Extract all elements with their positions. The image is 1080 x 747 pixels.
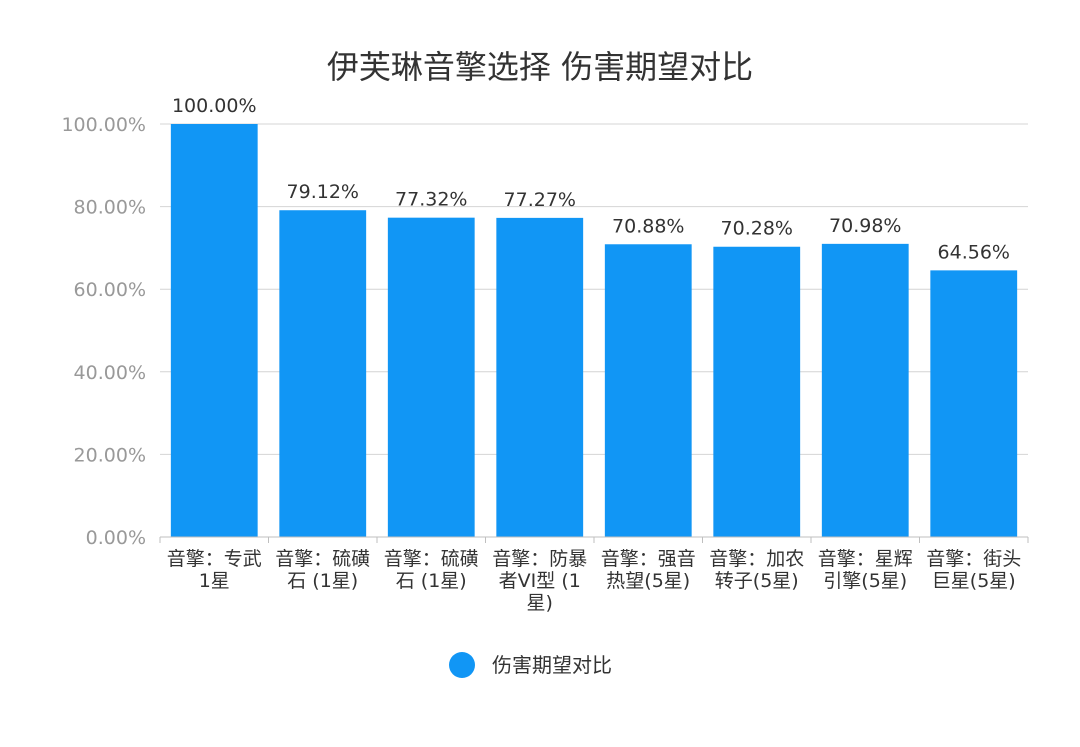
- x-category-label: 转子(5星): [715, 570, 799, 592]
- chart-title: 伊芙琳音擎选择 伤害期望对比: [327, 48, 753, 86]
- bar-value-label: 64.56%: [938, 241, 1010, 263]
- bar[interactable]: [496, 217, 584, 538]
- bar-value-label: 79.12%: [287, 181, 359, 203]
- y-axis: 0.00% 20.00% 40.00% 60.00% 80.00% 100.00%: [61, 114, 146, 549]
- y-tick-label: 100.00%: [61, 114, 146, 136]
- x-category-label: 石 (1星): [396, 570, 467, 592]
- bar-value-label: 70.88%: [612, 215, 684, 237]
- legend-marker[interactable]: [449, 652, 475, 678]
- legend[interactable]: 伤害期望对比: [449, 652, 612, 678]
- x-category-label: 者VI型 (1: [499, 570, 581, 592]
- bar[interactable]: [279, 210, 367, 537]
- bar[interactable]: [387, 217, 475, 537]
- x-category-label: 音擎：防暴: [492, 548, 587, 570]
- x-category-label: 音擎：街头: [926, 548, 1021, 570]
- bar[interactable]: [604, 244, 692, 537]
- x-category-label: 石 (1星): [287, 570, 358, 592]
- bar[interactable]: [930, 270, 1018, 537]
- legend-label[interactable]: 伤害期望对比: [492, 653, 612, 677]
- bars: 100.00% 79.12% 77.32% 77.27% 70.88% 70.28% 70.…: [170, 95, 1018, 538]
- bar[interactable]: [821, 243, 909, 537]
- y-tick-label: 0.00%: [86, 527, 146, 549]
- y-tick-label: 20.00%: [74, 444, 146, 466]
- bar-value-label: 70.98%: [829, 215, 901, 237]
- x-category-label: 巨星(5星): [932, 570, 1016, 592]
- x-category-label: 音擎：强音: [601, 548, 696, 570]
- y-tick-label: 60.00%: [74, 279, 146, 301]
- x-category-label: 音擎：硫磺: [384, 548, 479, 570]
- bar-value-label: 77.32%: [395, 189, 467, 211]
- x-category-label: 音擎：硫磺: [275, 548, 370, 570]
- x-category-label: 引擎(5星): [823, 570, 907, 592]
- x-category-label: 音擎：加农: [709, 548, 804, 570]
- x-category-label: 音擎：星辉: [818, 548, 913, 570]
- x-category-label: 1星: [199, 570, 230, 592]
- bar-value-label: 100.00%: [172, 95, 257, 117]
- y-tick-label: 40.00%: [74, 362, 146, 384]
- bar-value-label: 77.27%: [504, 189, 576, 211]
- x-category-label: 星): [527, 592, 553, 614]
- x-category-label: 音擎：专武: [167, 548, 262, 570]
- bar[interactable]: [713, 246, 801, 538]
- y-tick-label: 80.00%: [74, 197, 146, 219]
- bar-value-label: 70.28%: [721, 218, 793, 240]
- x-category-label: 热望(5星): [606, 570, 690, 592]
- bar[interactable]: [170, 124, 258, 537]
